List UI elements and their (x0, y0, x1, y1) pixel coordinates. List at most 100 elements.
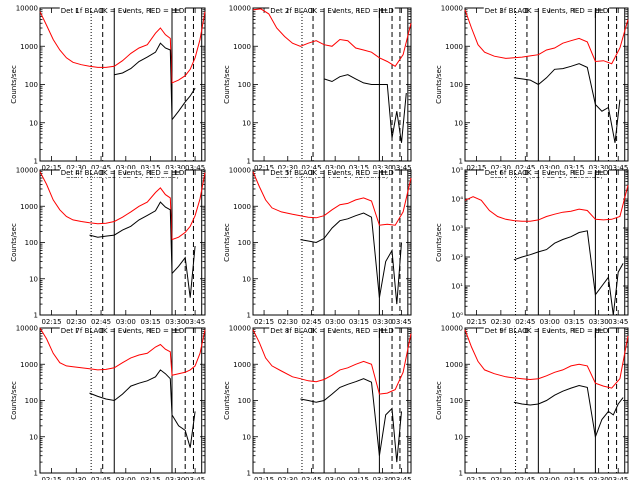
y-axis-label: Counts/sec (10, 65, 18, 104)
x-tick-label: 03:15 (140, 164, 160, 172)
x-tick-label: 02:15 (41, 318, 61, 326)
x-tick-label: 02:45 (301, 476, 321, 480)
title-backing (483, 327, 610, 335)
series-lld-line (39, 327, 206, 376)
x-tick-label: 03:30 (372, 318, 392, 326)
series-events-line (323, 74, 407, 143)
y-tick-label: 1000 (233, 43, 251, 51)
x-tick-label: 03:00 (116, 164, 136, 172)
title-backing (269, 7, 395, 15)
x-tick-label: 03:00 (116, 476, 136, 480)
series-lld-line (252, 171, 412, 226)
interval-bracket (378, 171, 388, 180)
y-tick-label: 10000 (229, 167, 251, 175)
panel-det-3: Det 3f BLACK = Events, RED = LLD 1 10 100 10… (435, 5, 629, 180)
y-tick-label: 10⁰ (451, 312, 463, 320)
y-tick-label: 10000 (441, 325, 463, 333)
y-tick-label: 1 (459, 470, 463, 478)
y-tick-label: 1 (34, 470, 38, 478)
y-tick-label: 1000 (20, 361, 38, 369)
title-backing (269, 169, 395, 177)
x-tick-label: 03:00 (540, 164, 560, 172)
plot-frame (252, 327, 412, 474)
y-tick-label: 1 (247, 470, 251, 478)
x-tick-label: 02:30 (66, 164, 86, 172)
y-tick-label: 10 (242, 275, 251, 283)
title-backing (59, 169, 186, 177)
y-tick-label: 10 (29, 275, 38, 283)
title-backing (483, 7, 610, 15)
x-tick-label: 03:30 (372, 164, 392, 172)
x-tick-label: 03:45 (608, 164, 628, 172)
y-tick-label: 10³ (451, 225, 463, 233)
series-events-line (300, 212, 402, 305)
x-tick-label: 03:15 (564, 164, 584, 172)
y-tick-label: 100 (25, 81, 38, 89)
y-axis-label: Counts/sec (10, 223, 18, 262)
x-tick-label: 02:45 (91, 318, 111, 326)
interval-bracket (171, 9, 180, 18)
y-tick-label: 100 (25, 397, 38, 405)
series-events-line (513, 230, 624, 316)
x-tick-label: 02:15 (254, 318, 274, 326)
x-tick-label: 03:15 (140, 318, 160, 326)
y-tick-label: 10000 (16, 167, 38, 175)
y-axis-label: Counts/sec (223, 381, 231, 420)
y-tick-label: 100 (238, 81, 251, 89)
series-lld-line (464, 9, 629, 65)
y-tick-label: 1 (459, 158, 463, 166)
y-tick-label: 10000 (229, 325, 251, 333)
x-tick-label: 03:00 (325, 476, 345, 480)
x-tick-label: 03:30 (165, 476, 185, 480)
x-tick-label: 02:30 (66, 476, 86, 480)
x-tick-label: 02:15 (466, 164, 486, 172)
panel-title: Det 2f BLACK = Events, RED = LLD (270, 7, 393, 15)
y-tick-label: 100 (238, 397, 251, 405)
y-axis-label: Counts/sec (223, 223, 231, 262)
x-tick-label: 02:30 (278, 164, 298, 172)
y-tick-label: 1 (247, 312, 251, 320)
y-tick-label: 10 (29, 119, 38, 127)
panel-title: Det 9f BLACK = Events, RED = LLD (485, 327, 608, 335)
y-axis-label: Counts/sec (435, 223, 443, 262)
x-tick-label: 02:45 (91, 476, 111, 480)
series-events-line (89, 369, 196, 448)
x-tick-label: 02:30 (491, 164, 511, 172)
y-tick-label: 1000 (445, 361, 463, 369)
panel-title: Det 7f BLACK = Events, RED = LLD (61, 327, 184, 335)
interval-bracket (594, 171, 604, 180)
x-tick-label: 03:30 (589, 318, 609, 326)
interval-bracket (378, 9, 388, 18)
x-tick-label: 02:15 (466, 476, 486, 480)
panel-title: Det 8f BLACK = Events, RED = LLD (270, 327, 393, 335)
plot-frame (252, 169, 412, 316)
y-axis-label: Counts/sec (10, 381, 18, 420)
y-tick-label: 1 (34, 312, 38, 320)
x-tick-label: 03:15 (564, 476, 584, 480)
title-backing (269, 327, 395, 335)
panel-det-4: Det 4f BLACK = Events, RED = LLD 1 10 100 10… (10, 167, 206, 334)
series-events-line (513, 384, 624, 439)
x-tick-label: 03:00 (325, 164, 345, 172)
series-lld-line (252, 329, 412, 395)
panel-det-9: Det 9f BLACK = Events, RED = LLD 1 10 100 10… (435, 325, 629, 480)
x-tick-label: 02:45 (515, 164, 535, 172)
x-tick-label: 03:30 (589, 476, 609, 480)
plot-frame (39, 169, 206, 316)
series-lld-line (464, 185, 629, 222)
series-events-line (513, 63, 621, 143)
x-tick-label: 02:45 (301, 164, 321, 172)
series-lld-line (39, 11, 206, 84)
x-tick-label: 03:15 (349, 476, 369, 480)
y-tick-label: 10 (454, 433, 463, 441)
panel-det-2: Det 2f BLACK = Events, RED = LLD 1 10 100 10… (223, 5, 412, 181)
y-axis-label: Counts/sec (223, 65, 231, 104)
y-tick-label: 100 (238, 239, 251, 247)
y-tick-label: 1 (247, 158, 251, 166)
x-tick-label: 02:15 (254, 476, 274, 480)
panel-title: Det 6f BLACK = Events, RED = LLD (485, 169, 608, 177)
x-tick-label: 02:45 (301, 318, 321, 326)
series-lld-line (252, 8, 412, 67)
x-tick-label: 03:15 (564, 318, 584, 326)
y-tick-label: 1000 (233, 203, 251, 211)
